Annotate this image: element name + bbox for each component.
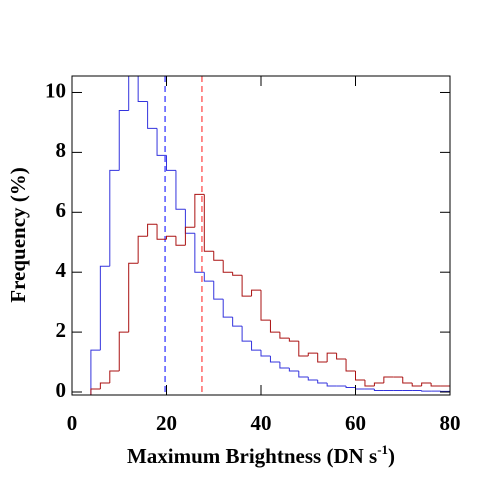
y-tick-label: 4 xyxy=(56,258,67,282)
histogram-step xyxy=(241,326,252,342)
x-axis-label-sup: -1 xyxy=(377,442,388,457)
histogram-step xyxy=(383,376,394,384)
histogram-step xyxy=(421,390,432,392)
histogram-step xyxy=(175,236,186,246)
x-tick-label: 20 xyxy=(156,411,177,435)
histogram-step xyxy=(279,332,290,339)
histogram-step xyxy=(118,109,129,171)
histogram-step xyxy=(232,317,243,327)
histogram-step xyxy=(118,331,129,372)
x-tick-label: 60 xyxy=(345,411,366,435)
histogram-step xyxy=(222,299,233,318)
histogram-step xyxy=(345,386,356,389)
histogram-step xyxy=(128,76,130,111)
histogram-step xyxy=(241,275,252,297)
histogram-step xyxy=(317,380,328,384)
histogram-step xyxy=(269,356,280,363)
x-axis-label-suffix: ) xyxy=(388,444,395,468)
y-tick-label: 0 xyxy=(56,378,67,402)
histogram-step xyxy=(137,76,148,102)
histogram-step xyxy=(156,128,167,156)
histogram-step xyxy=(184,209,195,234)
histogram-step xyxy=(288,368,299,372)
histogram-step xyxy=(298,371,309,378)
histogram-step xyxy=(298,341,309,357)
histogram-step xyxy=(203,272,214,282)
histogram-step xyxy=(336,353,347,360)
histogram-step xyxy=(232,272,243,276)
x-tick-label: 40 xyxy=(251,411,272,435)
histogram-step xyxy=(90,388,101,395)
histogram-step xyxy=(128,262,139,333)
y-tick-label: 10 xyxy=(45,78,66,102)
histogram-step xyxy=(137,235,148,264)
histogram-step xyxy=(440,390,450,395)
histogram-step xyxy=(175,170,186,210)
histogram-step xyxy=(109,169,120,267)
histogram-step xyxy=(260,290,271,321)
y-tick-label: 6 xyxy=(56,198,67,222)
histogram-step xyxy=(317,353,328,363)
histogram-step xyxy=(251,289,261,297)
histogram-step xyxy=(166,235,176,240)
histogram-step xyxy=(307,352,318,357)
histogram-step xyxy=(307,377,318,381)
histogram-step xyxy=(260,350,271,357)
histogram-step xyxy=(203,194,214,252)
histogram-step xyxy=(402,377,413,384)
x-tick-label: 80 xyxy=(440,411,461,435)
histogram-step xyxy=(99,382,110,390)
histogram-step xyxy=(269,320,280,333)
histogram-step xyxy=(411,383,422,387)
histogram-step xyxy=(194,193,205,228)
histogram-step xyxy=(288,338,299,342)
y-axis-label: Frequency (%) xyxy=(6,167,30,303)
histogram-step xyxy=(194,233,205,273)
x-axis-label-text: Maximum Brightness (DN s xyxy=(127,444,377,468)
histogram-step xyxy=(440,385,450,395)
x-axis-label: Maximum Brightness (DN s-1) xyxy=(127,442,395,468)
histogram-step xyxy=(213,281,224,300)
histogram-step xyxy=(156,224,167,240)
histogram-step xyxy=(421,382,432,387)
histogram-step xyxy=(326,383,337,387)
x-tick-label: 0 xyxy=(67,411,78,435)
histogram-step xyxy=(147,223,158,237)
plot-area xyxy=(90,76,450,395)
y-tick-label: 2 xyxy=(56,318,67,342)
histogram-step xyxy=(279,362,290,369)
histogram-step xyxy=(373,389,384,392)
histogram-step xyxy=(184,226,195,246)
histogram-step xyxy=(222,260,233,273)
axes-frame xyxy=(71,75,451,396)
histogram-step xyxy=(326,352,337,363)
histogram-step xyxy=(345,359,356,372)
histogram-step xyxy=(166,155,176,171)
histogram-step xyxy=(355,371,365,381)
histogram-step xyxy=(147,101,158,129)
histogram-step xyxy=(99,265,110,351)
histogram-step xyxy=(213,251,224,261)
histogram-step xyxy=(373,382,384,387)
histogram-step xyxy=(355,387,365,390)
histogram-step xyxy=(109,370,120,384)
histogram-step xyxy=(430,383,441,387)
histogram-step xyxy=(90,349,101,395)
histogram-step xyxy=(364,380,375,387)
histogram-step xyxy=(251,341,261,351)
y-tick-label: 8 xyxy=(56,138,67,162)
